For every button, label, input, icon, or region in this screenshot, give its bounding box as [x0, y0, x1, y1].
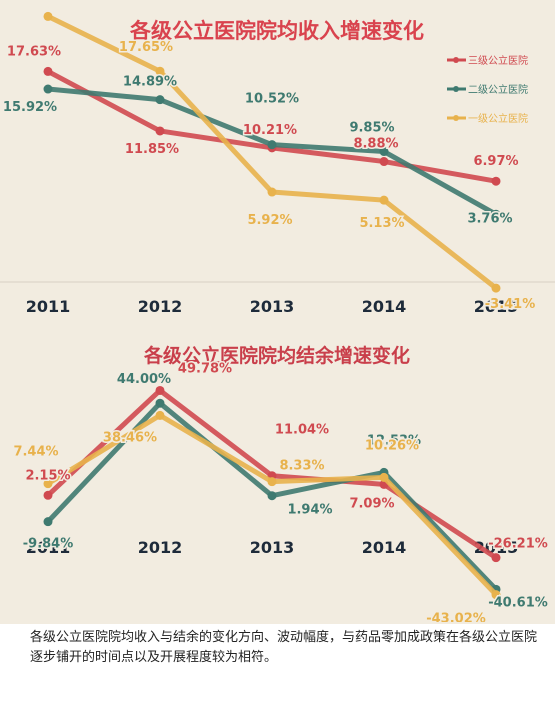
data-label: -3.41% — [485, 297, 536, 312]
x-tick-label: 2013 — [250, 538, 295, 557]
data-point — [491, 590, 501, 600]
data-label: -26.21% — [488, 537, 548, 552]
data-label: 10.26% — [365, 438, 419, 453]
footer-text: 各级公立医院院均收入与结余的变化方向、波动幅度，与药品零加成政策在各级公立医院逐… — [30, 630, 538, 665]
data-label: 12.53% — [367, 433, 421, 448]
data-point — [491, 553, 501, 563]
data-point — [379, 472, 389, 482]
data-point — [43, 490, 53, 500]
x-tick-label: 2014 — [362, 538, 407, 557]
data-point — [491, 283, 501, 293]
x-tick-label: 2011 — [26, 297, 71, 316]
legend-label: 一级公立医院 — [468, 112, 528, 125]
legend-marker — [453, 115, 459, 121]
data-label: 7.44% — [13, 445, 58, 460]
x-tick-label: 2011 — [26, 538, 71, 557]
chart-title-1: 各级公立医院院均收入增速变化 — [129, 19, 424, 43]
data-label: 11.85% — [125, 142, 179, 157]
data-point — [155, 410, 165, 420]
data-point — [155, 95, 165, 105]
legend-marker — [453, 86, 459, 92]
data-label: 10.52% — [245, 92, 299, 107]
data-point — [267, 187, 277, 197]
data-point — [491, 209, 501, 219]
charts-canvas: 各级公立医院院均收入增速变化 2011 2012 2013 2014 2015 17.63%… — [0, 11, 555, 622]
x-tick-label: 2012 — [138, 538, 183, 557]
data-label: 6.97% — [473, 154, 518, 169]
data-point — [43, 84, 53, 94]
data-point — [379, 157, 389, 167]
data-label: 1.94% — [287, 503, 332, 518]
data-point — [155, 126, 165, 136]
data-label: 49.78% — [178, 361, 232, 376]
data-label: 5.92% — [247, 213, 292, 228]
legend-label: 二级公立医院 — [468, 83, 528, 96]
x-tick-label: 2013 — [250, 297, 295, 316]
data-point — [43, 11, 53, 21]
data-label: 38.46% — [103, 430, 157, 445]
data-point — [43, 66, 53, 76]
data-point — [267, 140, 277, 150]
data-label: 8.88% — [353, 137, 398, 152]
data-point — [267, 477, 277, 487]
data-label: 3.76% — [467, 211, 512, 226]
data-label: -43.02% — [426, 612, 486, 622]
data-point — [155, 398, 165, 408]
legend-marker — [453, 57, 459, 63]
data-point — [491, 176, 501, 186]
x-tick-label: 2015 — [474, 297, 519, 316]
data-label: 7.09% — [349, 496, 394, 511]
legend-label: 三级公立医院 — [468, 54, 528, 67]
data-label: 44.00% — [117, 372, 171, 387]
data-label: 10.21% — [243, 123, 297, 138]
footer-note: 各级公立医院院均收入与结余的变化方向、波动幅度，与药品零加成政策在各级公立医院逐… — [0, 624, 555, 722]
chart-title-2: 各级公立医院院均结余增速变化 — [143, 344, 410, 367]
data-label: 2.15% — [25, 468, 70, 483]
data-label: 17.63% — [7, 44, 61, 59]
data-label: 9.85% — [349, 121, 394, 136]
data-label: -40.61% — [488, 595, 548, 610]
data-label: 8.33% — [279, 459, 324, 474]
data-point — [155, 385, 165, 395]
data-point — [155, 66, 165, 76]
data-point — [379, 147, 389, 157]
data-label: -9.84% — [23, 537, 74, 552]
x-tick-label: 2014 — [362, 297, 407, 316]
data-point — [43, 479, 53, 489]
x-tick-label: 2012 — [138, 297, 183, 316]
data-label: 14.89% — [123, 75, 177, 90]
data-label: 15.92% — [3, 100, 57, 115]
data-label: 11.04% — [275, 423, 329, 438]
data-point — [43, 517, 53, 527]
data-point — [379, 195, 389, 205]
data-point — [267, 491, 277, 501]
data-label: 5.13% — [359, 216, 404, 231]
data-label: 17.65% — [119, 40, 173, 55]
